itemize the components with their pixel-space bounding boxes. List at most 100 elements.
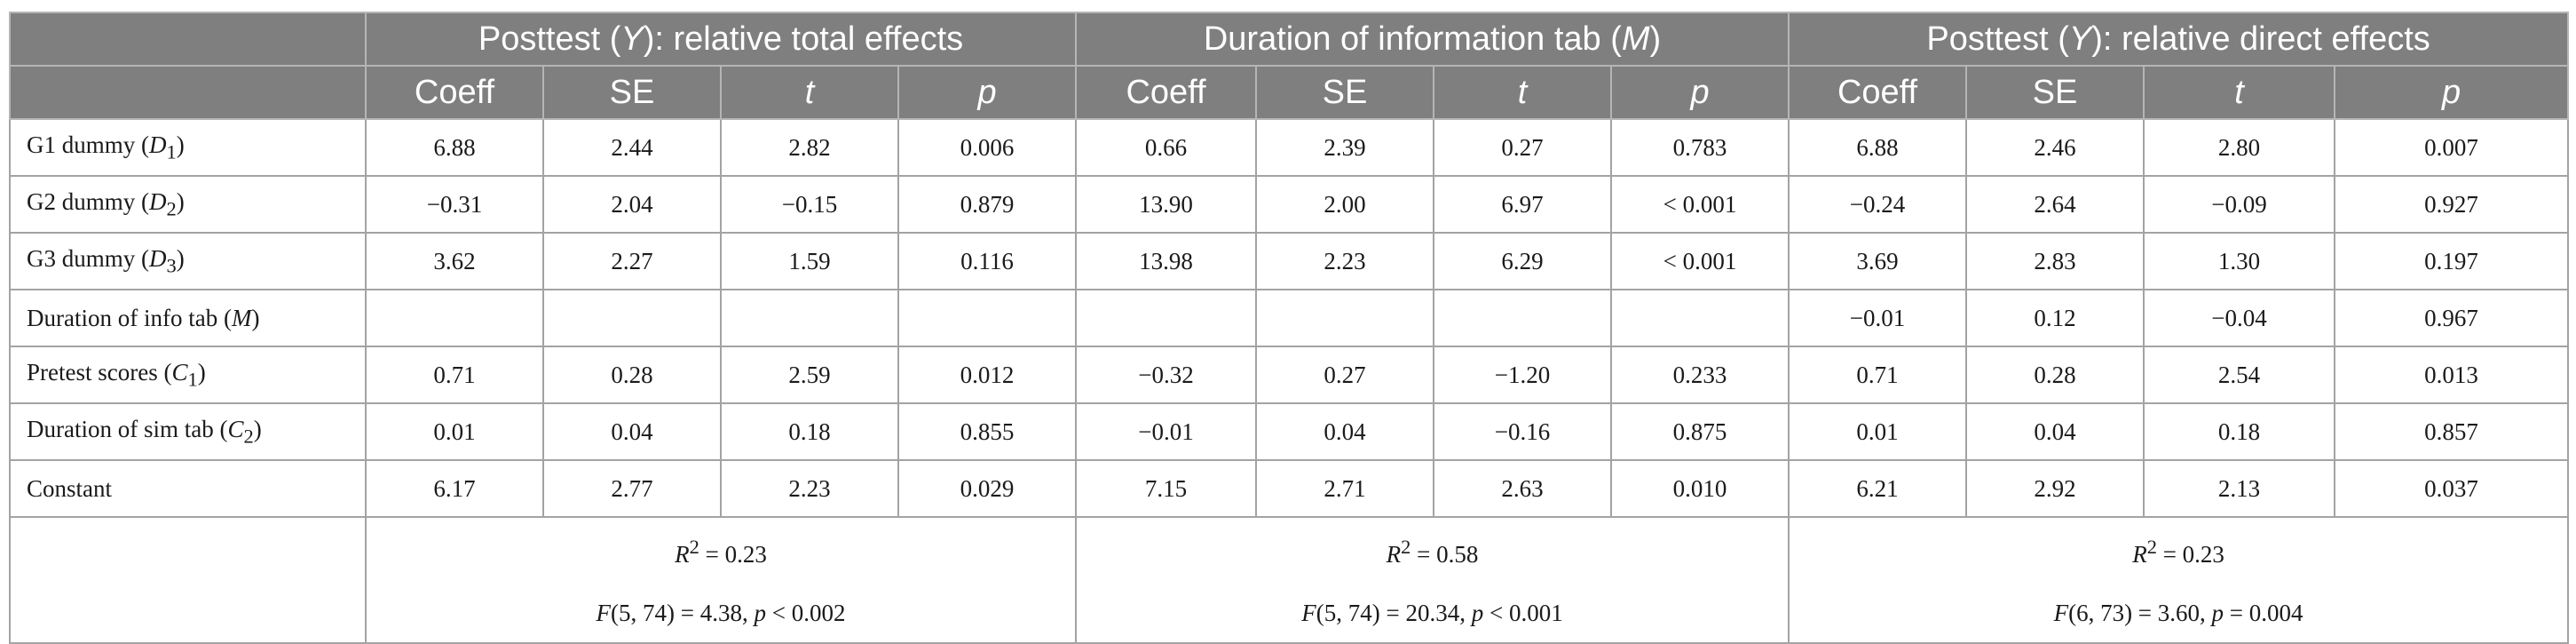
table-cell: 0.28 [1965, 346, 2145, 404]
column-header-se: SE [542, 65, 722, 120]
column-header-p: p [2334, 65, 2570, 120]
table-cell: 0.71 [1788, 346, 1968, 404]
table-row-g1-dummy: G1 dummy (D1) 6.88 2.44 2.82 0.006 0.66 … [9, 118, 2570, 177]
table-cell: 6.88 [1788, 118, 1968, 177]
table-cell: 0.875 [1610, 402, 1790, 461]
row-label: Pretest scores (C1) [9, 346, 367, 404]
table-cell: 0.967 [2334, 289, 2570, 347]
table-cell: −0.16 [1433, 402, 1613, 461]
table-cell: 6.97 [1433, 175, 1613, 234]
header-group-duration-info-tab: Duration of information tab (M) [1075, 12, 1790, 67]
table-cell: −0.31 [365, 175, 544, 234]
column-header-coeff: Coeff [1075, 65, 1258, 120]
table-row-duration-sim-tab: Duration of sim tab (C2) 0.01 0.04 0.18 … [9, 402, 2570, 461]
table-cell: 0.879 [897, 175, 1078, 234]
table-row-pretest-scores: Pretest scores (C1) 0.71 0.28 2.59 0.012… [9, 346, 2570, 404]
row-label-empty [9, 516, 367, 644]
column-header-p: p [897, 65, 1078, 120]
column-header-t: t [2143, 65, 2336, 120]
table-cell: 0.27 [1255, 346, 1435, 404]
row-label: G3 dummy (D3) [9, 232, 367, 290]
table-cell: 0.197 [2334, 232, 2570, 290]
table-cell: −0.09 [2143, 175, 2336, 234]
model-fit-duration-info-tab: R2 = 0.58 F(5, 74) = 20.34, p < 0.001 [1075, 516, 1790, 644]
table-cell: 0.006 [897, 118, 1078, 177]
header-corner-cell [9, 12, 367, 67]
table-cell: 2.46 [1965, 118, 2145, 177]
table-cell [542, 289, 722, 347]
table-cell: −0.32 [1075, 346, 1258, 404]
table-cell [720, 289, 899, 347]
row-label: G1 dummy (D1) [9, 118, 367, 177]
table-cell: 0.04 [1255, 402, 1435, 461]
table-cell: −0.04 [2143, 289, 2336, 347]
row-label: Duration of info tab (M) [9, 289, 367, 347]
table-cell: 2.82 [720, 118, 899, 177]
table-cell: 0.27 [1433, 118, 1613, 177]
table-cell: 0.04 [1965, 402, 2145, 461]
r-squared-line: R2 = 0.23 [2132, 536, 2224, 568]
table-row-model-fit: R2 = 0.23 F(5, 74) = 4.38, p < 0.002 R2 … [9, 516, 2570, 644]
table-cell: 6.29 [1433, 232, 1613, 290]
row-label: Constant [9, 459, 367, 518]
table-cell: 0.037 [2334, 459, 2570, 518]
table-cell: 2.92 [1965, 459, 2145, 518]
column-header-t: t [720, 65, 899, 120]
table-cell: 2.00 [1255, 175, 1435, 234]
row-label: G2 dummy (D2) [9, 175, 367, 234]
table-cell: 0.855 [897, 402, 1078, 461]
header-group-direct-effects: Posttest (Y): relative direct effects [1788, 12, 2570, 67]
table-cell: 6.17 [365, 459, 544, 518]
table-cell: 0.116 [897, 232, 1078, 290]
table-cell: 0.71 [365, 346, 544, 404]
table-row-constant: Constant 6.17 2.77 2.23 0.029 7.15 2.71 … [9, 459, 2570, 518]
table-cell: 0.927 [2334, 175, 2570, 234]
r-squared-line: R2 = 0.58 [1386, 536, 1479, 568]
table-cell: 2.54 [2143, 346, 2336, 404]
table-cell: 2.59 [720, 346, 899, 404]
table-cell: 2.44 [542, 118, 722, 177]
column-header-coeff: Coeff [1788, 65, 1968, 120]
table-cell: 0.01 [365, 402, 544, 461]
column-header-p: p [1610, 65, 1790, 120]
table-row-g3-dummy: G3 dummy (D3) 3.62 2.27 1.59 0.116 13.98… [9, 232, 2570, 290]
table-cell: 2.27 [542, 232, 722, 290]
table-cell: 1.59 [720, 232, 899, 290]
table-cell: 13.90 [1075, 175, 1258, 234]
header-group-row: Posttest (Y): relative total effects Dur… [9, 12, 2570, 67]
table-cell: 2.23 [1255, 232, 1435, 290]
table-cell: 2.23 [720, 459, 899, 518]
column-header-coeff: Coeff [365, 65, 544, 120]
table-cell: 0.013 [2334, 346, 2570, 404]
table-cell [897, 289, 1078, 347]
table-cell: 3.62 [365, 232, 544, 290]
regression-table: Posttest (Y): relative total effects Dur… [9, 12, 2570, 644]
table-cell: −0.15 [720, 175, 899, 234]
table-cell [1255, 289, 1435, 347]
f-statistic-line: F(6, 73) = 3.60, p = 0.004 [2053, 600, 2303, 626]
table-cell: 0.04 [542, 402, 722, 461]
table-cell [365, 289, 544, 347]
table-cell: 2.71 [1255, 459, 1435, 518]
table-cell: 0.007 [2334, 118, 2570, 177]
table-cell: 2.13 [2143, 459, 2336, 518]
table-cell [1075, 289, 1258, 347]
table-cell: −0.01 [1788, 289, 1968, 347]
table-cell: 1.30 [2143, 232, 2336, 290]
table-cell: 6.21 [1788, 459, 1968, 518]
table-cell: < 0.001 [1610, 175, 1790, 234]
table-cell: 0.010 [1610, 459, 1790, 518]
table-cell: 0.28 [542, 346, 722, 404]
row-label: Duration of sim tab (C2) [9, 402, 367, 461]
table-cell: −0.01 [1075, 402, 1258, 461]
table-cell: 0.01 [1788, 402, 1968, 461]
table-cell: 0.029 [897, 459, 1078, 518]
table-row-duration-info-tab: Duration of info tab (M) −0.01 0.12 −0.0… [9, 289, 2570, 347]
table-cell: 2.80 [2143, 118, 2336, 177]
model-fit-direct-effects: R2 = 0.23 F(6, 73) = 3.60, p = 0.004 [1788, 516, 2570, 644]
table-cell: 2.83 [1965, 232, 2145, 290]
table-cell: 0.12 [1965, 289, 2145, 347]
header-column-row: Coeff SE t p Coeff SE t p Coeff SE t p [9, 65, 2570, 120]
f-statistic-line: F(5, 74) = 20.34, p < 0.001 [1301, 600, 1563, 626]
table-cell: 0.18 [2143, 402, 2336, 461]
